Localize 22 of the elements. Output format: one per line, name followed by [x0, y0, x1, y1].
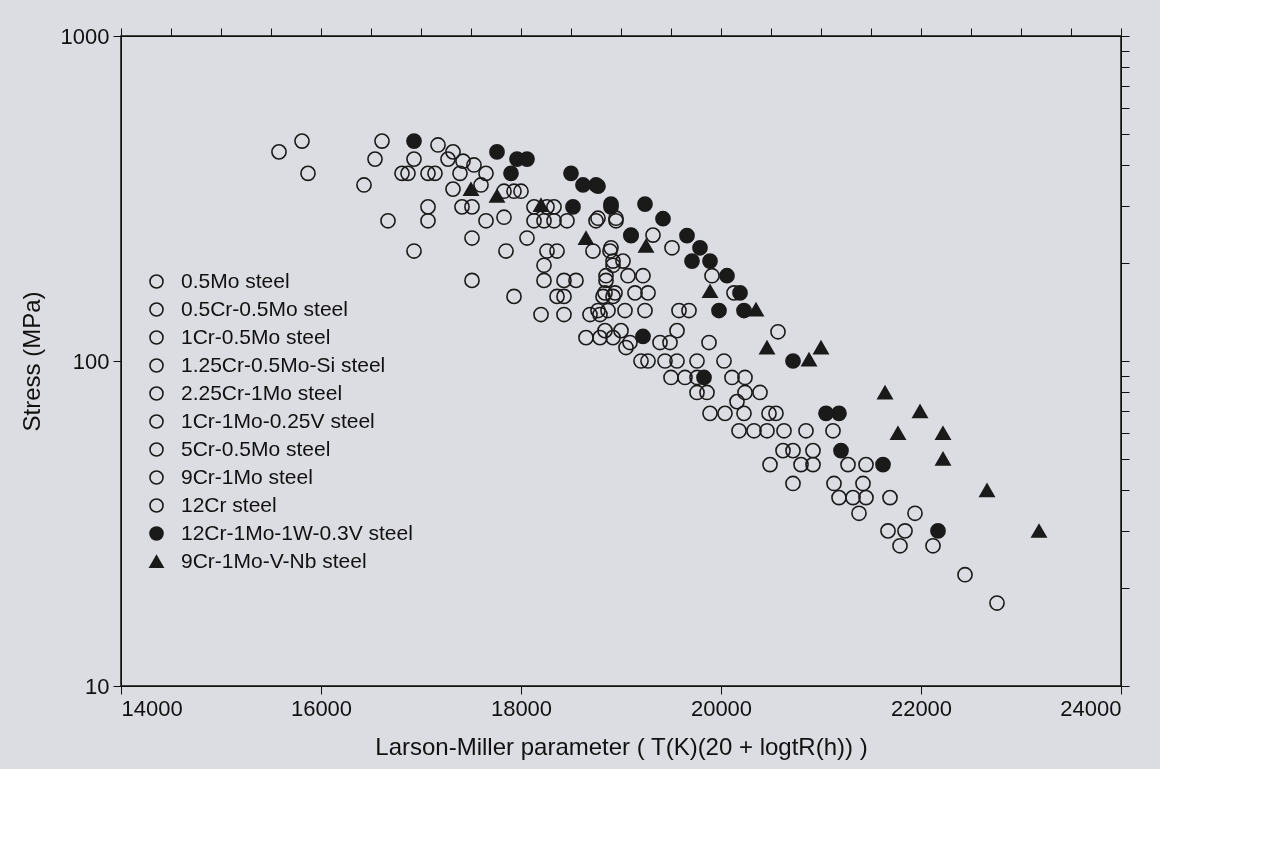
x-tick-label: 22000 — [890, 695, 953, 721]
legend-label: 9Cr-1Mo-V-Nb steel — [181, 548, 367, 572]
y-tick-label: 100 — [72, 348, 110, 374]
legend-label: 1Cr-0.5Mo steel — [181, 324, 331, 348]
legend-label: 1Cr-1Mo-0.25V steel — [181, 408, 375, 432]
legend-label: 1.25Cr-0.5Mo-Si steel — [181, 352, 386, 376]
legend-label: 0.5Cr-0.5Mo steel — [181, 296, 348, 320]
x-tick-label: 14000 — [121, 695, 183, 721]
legend-label: 12Cr-1Mo-1W-0.3V steel — [181, 520, 413, 544]
legend-label: 5Cr-0.5Mo steel — [181, 436, 331, 460]
y-axis-title: Stress (MPa) — [17, 291, 45, 432]
legend-label: 0.5Mo steel — [181, 268, 290, 292]
x-axis-title: Larson-Miller parameter ( T(K)(20 + logtR(h)) ) — [375, 732, 868, 760]
legend-label: 9Cr-1Mo steel — [181, 464, 313, 488]
legend-label: 2.25Cr-1Mo steel — [181, 380, 343, 404]
x-tick-label: 18000 — [490, 695, 553, 721]
y-tick-label: 10 — [85, 673, 110, 699]
x-tick-label: 24000 — [1060, 695, 1122, 721]
x-tick-label: 16000 — [290, 695, 353, 721]
y-tick-label: 1000 — [60, 23, 110, 49]
legend-label: 12Cr steel — [181, 492, 277, 516]
x-tick-label: 20000 — [690, 695, 753, 721]
